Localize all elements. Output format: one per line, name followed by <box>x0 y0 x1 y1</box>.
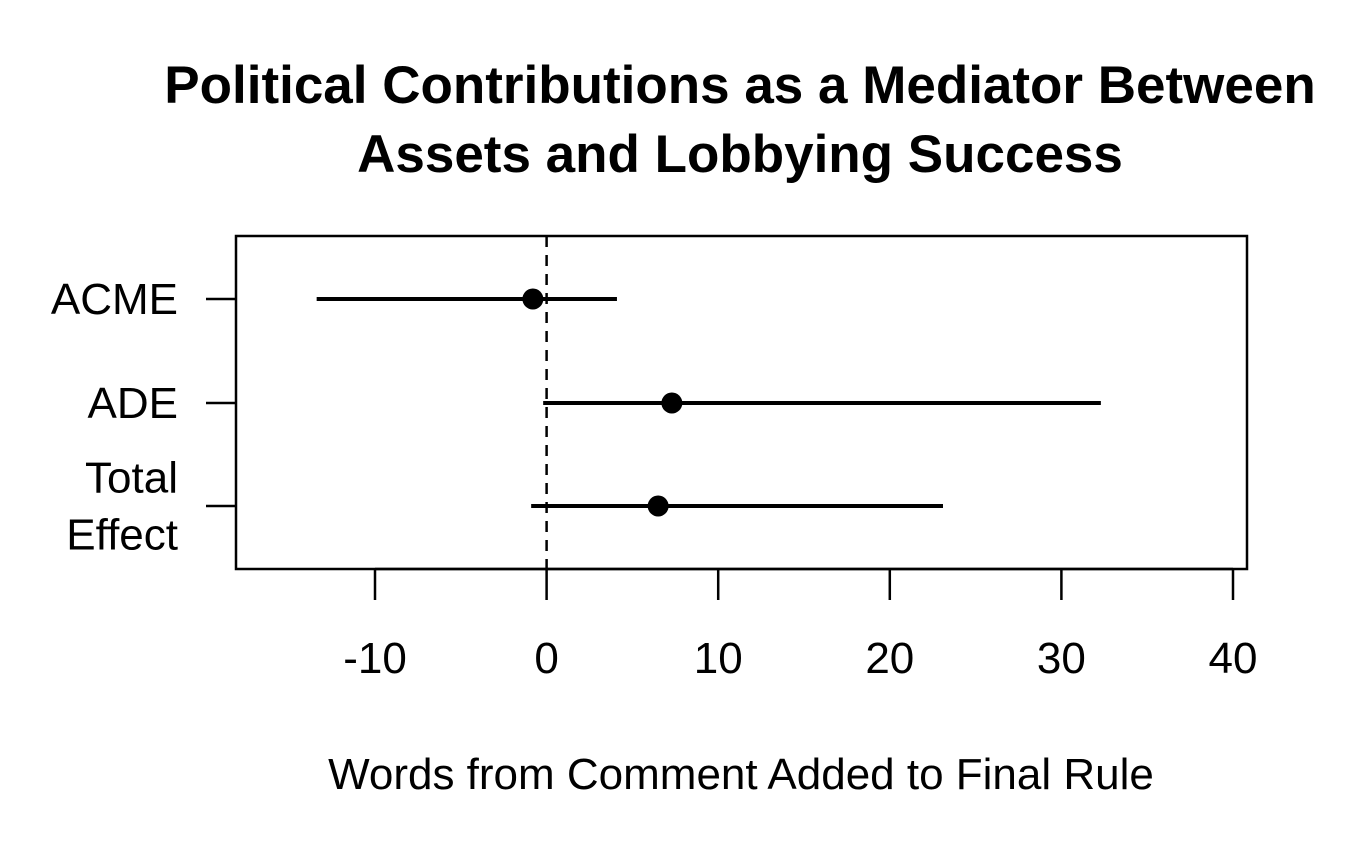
point-estimate <box>647 495 669 517</box>
x-axis-title: Words from Comment Added to Final Rule <box>328 750 1154 799</box>
x-tick-label: 0 <box>534 634 558 683</box>
x-tick-label: 20 <box>865 634 914 683</box>
chart-title-line-2: Assets and Lobbying Success <box>357 125 1123 184</box>
y-tick-label: ACME <box>51 275 178 324</box>
y-tick-label: Effect <box>66 511 178 560</box>
x-tick-label: 40 <box>1209 634 1258 683</box>
y-tick-label: Total <box>85 454 178 503</box>
x-tick-label: 10 <box>694 634 743 683</box>
x-tick-label: -10 <box>343 634 407 683</box>
y-tick-label: ADE <box>88 379 178 428</box>
chart-title-line-1: Political Contributions as a Mediator Be… <box>164 56 1315 115</box>
point-estimate <box>522 288 544 310</box>
point-estimate <box>661 392 683 414</box>
chart-marks: -10 0 10 20 30 40 ACME ADE Total Effect <box>51 236 1258 683</box>
x-tick-label: 30 <box>1037 634 1086 683</box>
